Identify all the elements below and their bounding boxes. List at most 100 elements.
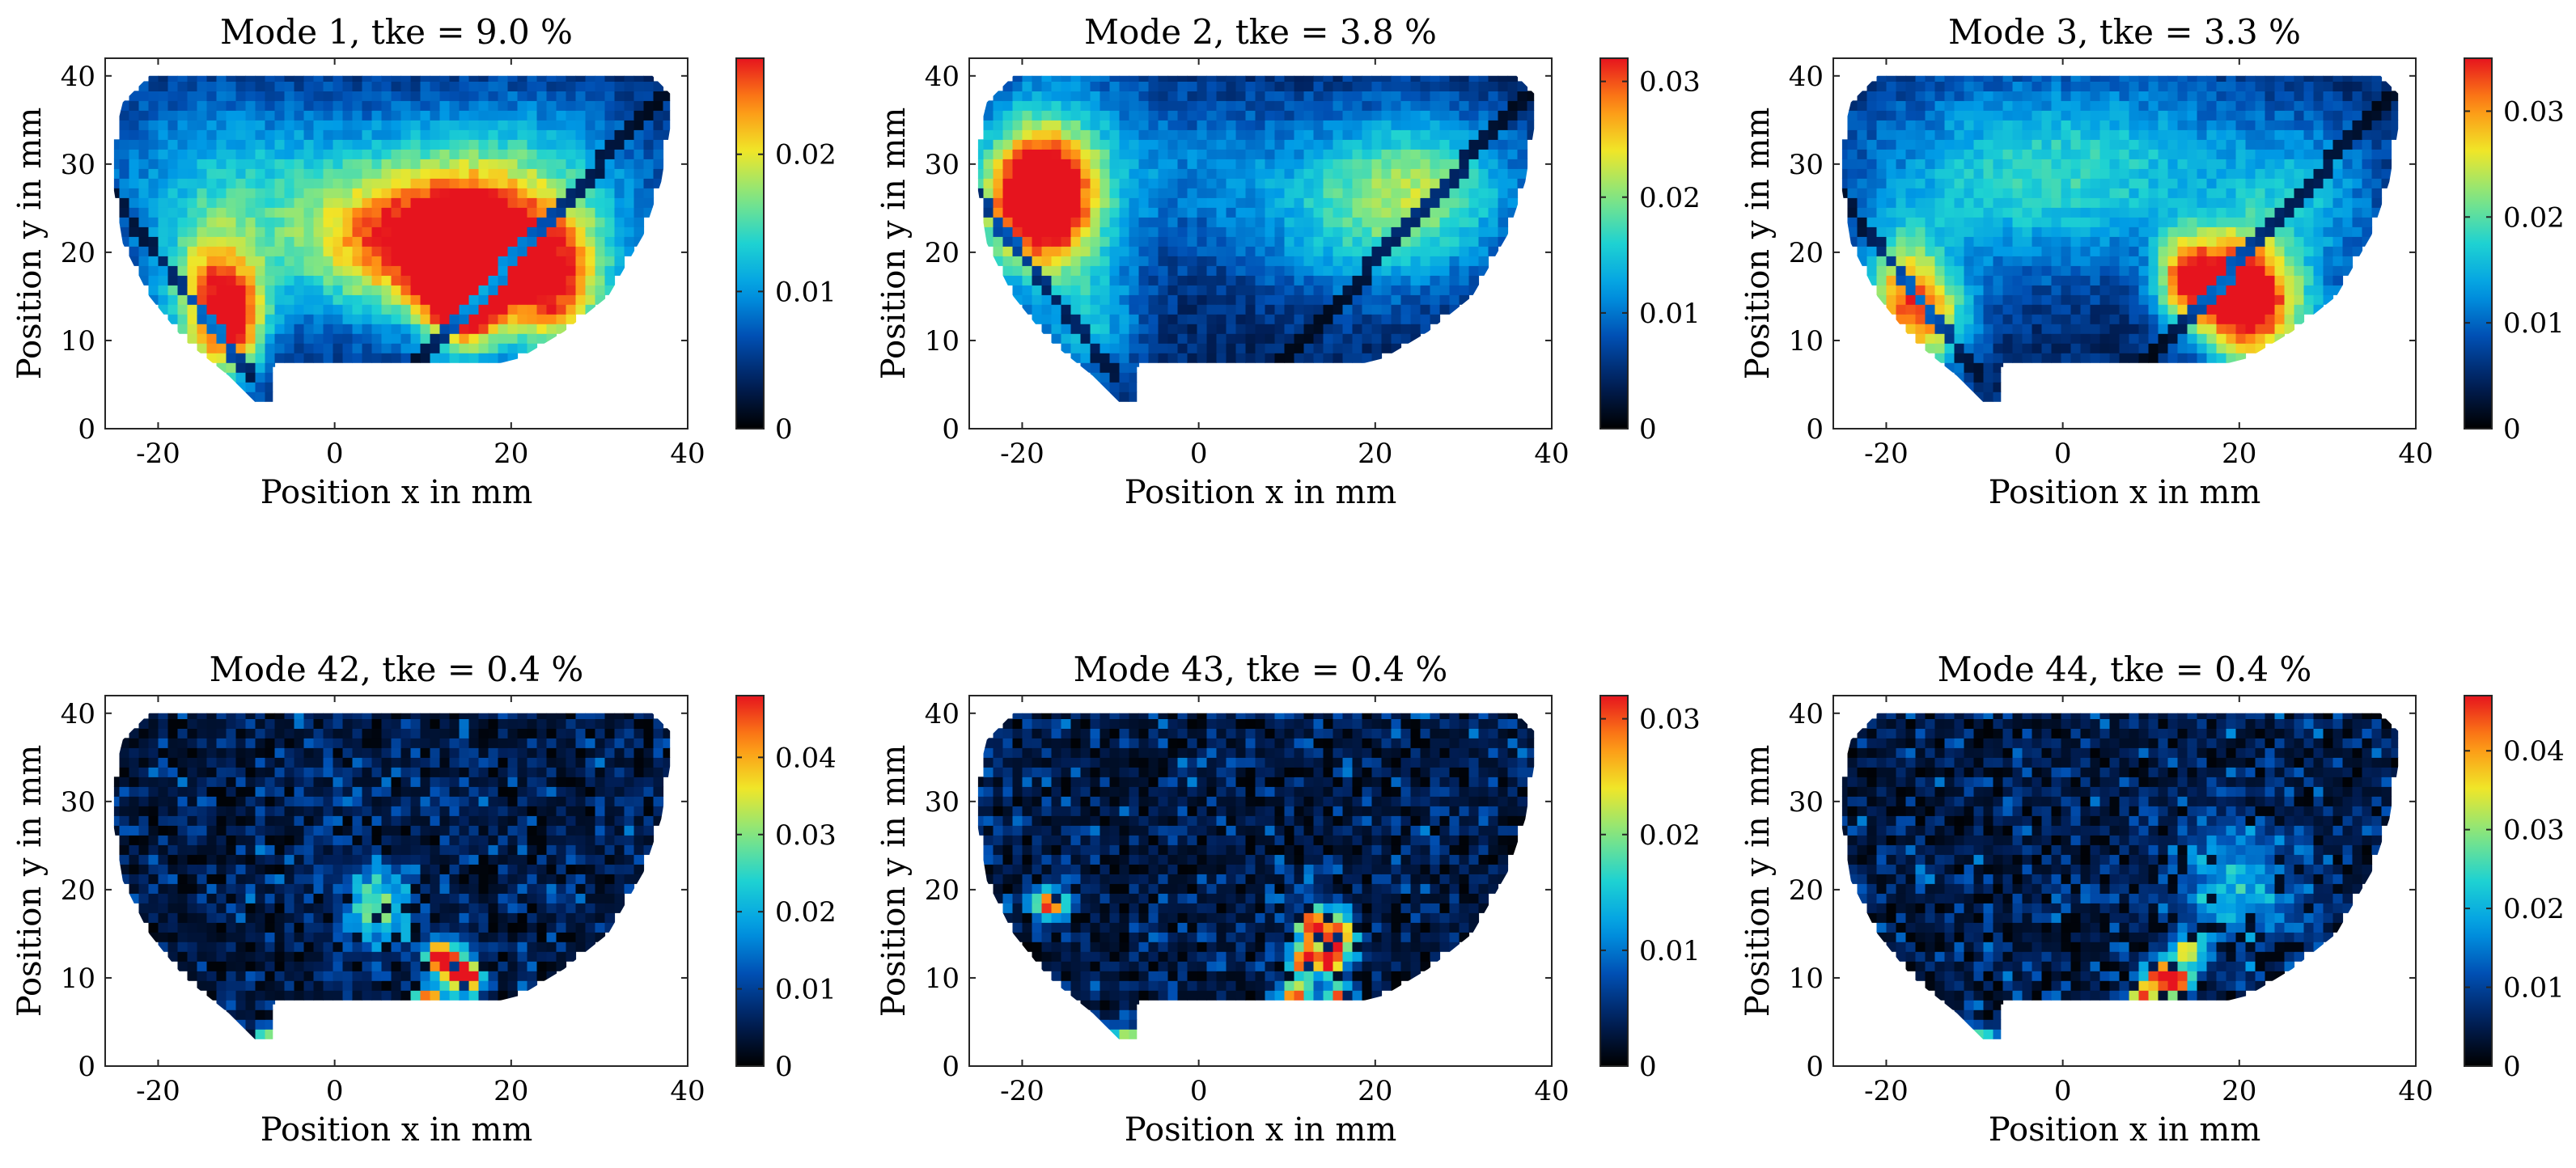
y-tick-label: 30: [1789, 786, 1824, 819]
y-tick-label: 10: [61, 963, 95, 995]
chart-title: Mode 44, tke = 0.4 %: [1938, 650, 2312, 689]
y-axis-label: Position y in mm: [875, 108, 913, 380]
plot-frame: [1832, 695, 2417, 1067]
colorbar-tick-label: 0: [775, 413, 793, 446]
colorbar-tick-label: 0: [2503, 413, 2521, 446]
y-tick-label: 30: [61, 149, 95, 181]
colorbar-tick-label: 0: [775, 1051, 793, 1083]
chart-panel-3: -20 0 20 40 0 10 20 30 40 Mode 3, tke = 3.3 % Posi…: [1739, 12, 2565, 511]
y-axis-label: Position y in mm: [1739, 745, 1777, 1018]
chart-title: Mode 3, tke = 3.3 %: [1948, 12, 2301, 52]
x-tick-label: 40: [1534, 1075, 1569, 1107]
y-tick-label: 0: [942, 413, 960, 446]
y-tick-label: 40: [1789, 698, 1824, 730]
colorbar-tick-label: 0.02: [1639, 819, 1701, 852]
y-tick-label: 20: [925, 874, 960, 907]
x-tick-label: 40: [1534, 438, 1569, 470]
y-tick-label: 20: [925, 237, 960, 269]
plot-frame: [104, 57, 688, 430]
plot-frame: [968, 57, 1553, 430]
chart-panel-5: -20 0 20 40 0 10 20 30 40 Mode 43, tke = 0.4 % Pos…: [875, 650, 1701, 1149]
colorbar-tick-label: 0: [1639, 1051, 1657, 1083]
heatmap-field: [113, 75, 671, 402]
x-tick-label: 20: [1358, 1075, 1392, 1107]
colorbar-tick-label: 0.03: [2503, 815, 2565, 847]
x-tick-label: 40: [2398, 438, 2433, 470]
colorbar-tick-label: 0.01: [2503, 307, 2565, 340]
chart-title: Mode 43, tke = 0.4 %: [1074, 650, 1448, 689]
x-tick-label: 20: [494, 438, 528, 470]
x-tick-label: -20: [1000, 438, 1044, 470]
y-tick-label: 10: [925, 325, 960, 358]
x-tick-label: 40: [670, 1075, 705, 1107]
x-tick-label: 20: [2222, 1075, 2256, 1107]
y-tick-label: 10: [61, 325, 95, 358]
colorbar: 0 0.01 0.02 0.03 0.04: [735, 695, 837, 1083]
x-tick-label: 40: [670, 438, 705, 470]
colorbar-tick-label: 0.03: [775, 819, 837, 852]
colorbar-tick-label: 0.03: [1639, 704, 1701, 736]
colorbar-tick-label: 0.02: [2503, 201, 2565, 234]
y-axis-label: Position y in mm: [1739, 108, 1777, 380]
y-tick-label: 30: [1789, 149, 1824, 181]
colorbar-tick-label: 0.01: [775, 974, 837, 1006]
y-tick-label: 40: [925, 61, 960, 93]
x-axis-label: Position x in mm: [1989, 474, 2261, 511]
x-tick-label: 40: [2398, 1075, 2433, 1107]
colorbar-tick-label: 0.01: [1639, 935, 1701, 967]
x-axis-label: Position x in mm: [1125, 474, 1397, 511]
x-tick-label: -20: [136, 1075, 180, 1107]
chart-panel-2: -20 0 20 40 0 10 20 30 40 Mode 2, tke = 3.8 % Posi…: [875, 12, 1701, 511]
x-tick-label: -20: [1000, 1075, 1044, 1107]
y-tick-label: 20: [61, 874, 95, 907]
heatmap-field: [1841, 713, 2399, 1039]
colorbar: 0 0.01 0.02 0.03: [1599, 57, 1701, 446]
x-axis-label: Position x in mm: [261, 1111, 533, 1149]
heatmap-field: [113, 713, 671, 1039]
x-tick-label: 0: [2054, 1075, 2072, 1107]
x-tick-label: -20: [136, 438, 180, 470]
x-axis-label: Position x in mm: [1125, 1111, 1397, 1149]
plot-frame: [1832, 57, 2417, 430]
y-tick-label: 30: [61, 786, 95, 819]
x-axis-label: Position x in mm: [261, 474, 533, 511]
colorbar-tick-label: 0.01: [2503, 972, 2565, 1005]
y-tick-label: 40: [61, 61, 95, 93]
heatmap-field: [977, 75, 1535, 402]
colorbar-tick-label: 0.04: [2503, 735, 2565, 768]
y-tick-label: 10: [1789, 963, 1824, 995]
chart-title: Mode 42, tke = 0.4 %: [210, 650, 584, 689]
y-tick-label: 0: [78, 1051, 95, 1083]
colorbar-tick-label: 0.04: [775, 742, 837, 774]
x-tick-label: -20: [1864, 1075, 1909, 1107]
y-tick-label: 10: [1789, 325, 1824, 358]
y-tick-label: 20: [1789, 237, 1824, 269]
y-tick-label: 0: [1806, 413, 1824, 446]
plot-frame: [104, 695, 688, 1067]
y-tick-label: 40: [61, 698, 95, 730]
colorbar-tick-label: 0: [2503, 1051, 2521, 1083]
colorbar-tick-label: 0.02: [775, 139, 837, 171]
colorbar: 0 0.01 0.02: [735, 57, 837, 446]
x-tick-label: 0: [326, 1075, 344, 1107]
x-tick-label: -20: [1864, 438, 1909, 470]
colorbar-tick-label: 0: [1639, 413, 1657, 446]
colorbar-tick-label: 0.03: [2503, 95, 2565, 128]
heatmap-field: [977, 713, 1535, 1039]
y-tick-label: 40: [1789, 61, 1824, 93]
colorbar-gradient: [736, 696, 764, 1066]
y-tick-label: 20: [61, 237, 95, 269]
y-tick-label: 30: [925, 149, 960, 181]
chart-title: Mode 1, tke = 9.0 %: [220, 12, 573, 52]
colorbar-gradient: [2464, 58, 2492, 429]
colorbar-gradient: [2464, 696, 2492, 1066]
colorbar: 0 0.01 0.02 0.03: [1599, 695, 1701, 1083]
x-tick-label: 0: [1190, 1075, 1208, 1107]
colorbar-tick-label: 0.02: [1639, 182, 1701, 214]
colorbar: 0 0.01 0.02 0.03: [2464, 57, 2565, 446]
colorbar-tick-label: 0.03: [1639, 66, 1701, 99]
y-tick-label: 0: [78, 413, 95, 446]
colorbar-tick-label: 0.02: [2503, 893, 2565, 925]
colorbar-gradient: [1600, 696, 1628, 1066]
